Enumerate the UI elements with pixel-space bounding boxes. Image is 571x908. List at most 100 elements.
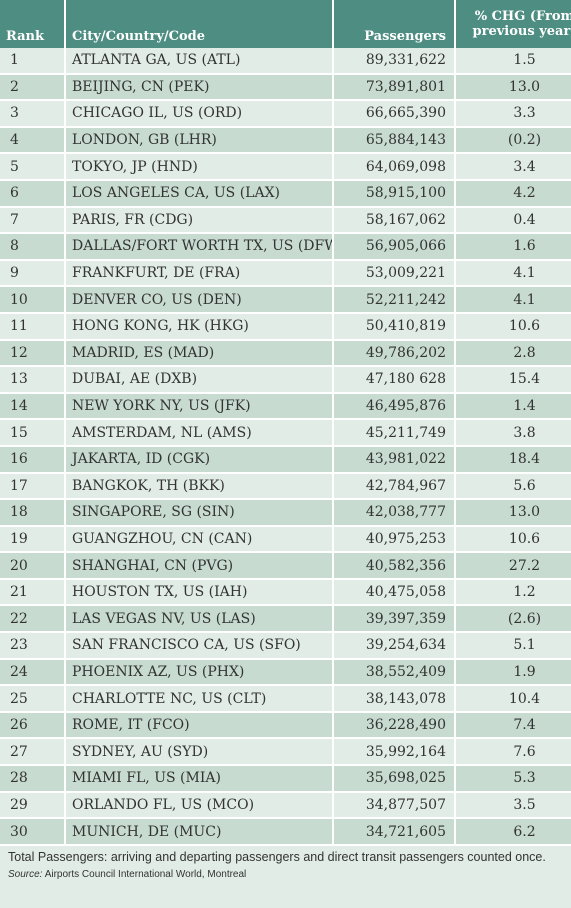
- cell-passengers: 34,721,605: [333, 818, 456, 846]
- table-row: 23 SAN FRANCISCO CA, US (SFO) 39,254,634 5.…: [0, 632, 571, 660]
- cell-rank: 26: [0, 711, 66, 740]
- cell-rank: 5: [0, 153, 66, 181]
- cell-change: 7.6: [455, 738, 571, 767]
- cell-change: 1.5: [455, 48, 571, 75]
- cell-change: 15.4: [455, 366, 571, 394]
- cell-change: 2.8: [455, 339, 571, 368]
- cell-rank: 7: [0, 206, 66, 235]
- cell-rank: 13: [0, 366, 66, 394]
- cell-rank: 23: [0, 632, 66, 660]
- cell-passengers: 45,211,749: [333, 419, 456, 447]
- cell-change: 10.6: [455, 525, 571, 554]
- cell-city: BANGKOK, TH (BKK): [65, 472, 334, 501]
- cell-rank: 4: [0, 126, 66, 155]
- cell-passengers: 43,981,022: [333, 445, 456, 474]
- cell-passengers: 42,038,777: [333, 499, 456, 527]
- cell-passengers: 38,143,078: [333, 685, 456, 713]
- table-row: 8 DALLAS/FORT WORTH TX, US (DFW) 56,905,06…: [0, 233, 571, 261]
- cell-city: SAN FRANCISCO CA, US (SFO): [65, 632, 334, 660]
- cell-passengers: 52,211,242: [333, 286, 456, 314]
- table-row: 12 MADRID, ES (MAD) 49,786,202 2.8: [0, 339, 571, 368]
- cell-rank: 20: [0, 552, 66, 580]
- source-text: Airports Council International World, Mo…: [42, 868, 247, 880]
- table-row: 6 LOS ANGELES CA, US (LAX) 58,915,100 4.2: [0, 179, 571, 208]
- cell-city: TOKYO, JP (HND): [65, 153, 334, 181]
- cell-change: 4.2: [455, 179, 571, 208]
- cell-passengers: 49,786,202: [333, 339, 456, 368]
- cell-passengers: 58,915,100: [333, 179, 456, 208]
- cell-passengers: 36,228,490: [333, 711, 456, 740]
- cell-passengers: 39,397,359: [333, 605, 456, 634]
- cell-passengers: 34,877,507: [333, 791, 456, 820]
- cell-rank: 18: [0, 499, 66, 527]
- cell-change: 18.4: [455, 445, 571, 474]
- cell-rank: 10: [0, 286, 66, 314]
- cell-city: FRANKFURT, DE (FRA): [65, 259, 334, 288]
- cell-change: 27.2: [455, 552, 571, 580]
- cell-change: 4.1: [455, 286, 571, 314]
- cell-passengers: 40,582,356: [333, 552, 456, 580]
- cell-rank: 6: [0, 179, 66, 208]
- cell-passengers: 66,665,390: [333, 100, 456, 128]
- cell-city: GUANGZHOU, CN (CAN): [65, 525, 334, 554]
- header-change: % CHG (From previous year): [455, 0, 571, 48]
- cell-passengers: 40,975,253: [333, 525, 456, 554]
- cell-city: AMSTERDAM, NL (AMS): [65, 419, 334, 447]
- cell-change: 1.6: [455, 233, 571, 261]
- cell-rank: 11: [0, 312, 66, 341]
- cell-change: 1.2: [455, 578, 571, 607]
- cell-city: SHANGHAI, CN (PVG): [65, 552, 334, 580]
- cell-rank: 1: [0, 48, 66, 75]
- header-row: Rank City/Country/Code Passengers % CHG …: [0, 0, 571, 48]
- cell-passengers: 46,495,876: [333, 392, 456, 421]
- table-row: 10 DENVER CO, US (DEN) 52,211,242 4.1: [0, 286, 571, 314]
- cell-rank: 22: [0, 605, 66, 634]
- cell-rank: 29: [0, 791, 66, 820]
- cell-rank: 21: [0, 578, 66, 607]
- cell-city: LAS VEGAS NV, US (LAS): [65, 605, 334, 634]
- source-line: Source: Airports Council International W…: [8, 869, 563, 880]
- cell-city: DALLAS/FORT WORTH TX, US (DFW): [65, 233, 334, 261]
- table-header: Rank City/Country/Code Passengers % CHG …: [0, 0, 571, 48]
- cell-passengers: 50,410,819: [333, 312, 456, 341]
- cell-city: MADRID, ES (MAD): [65, 339, 334, 368]
- table-row: 16 JAKARTA, ID (CGK) 43,981,022 18.4: [0, 445, 571, 474]
- cell-change: 3.8: [455, 419, 571, 447]
- cell-city: DENVER CO, US (DEN): [65, 286, 334, 314]
- cell-passengers: 40,475,058: [333, 578, 456, 607]
- cell-passengers: 65,884,143: [333, 126, 456, 155]
- cell-city: ORLANDO FL, US (MCO): [65, 791, 334, 820]
- source-label: Source:: [8, 868, 43, 880]
- table-row: 22 LAS VEGAS NV, US (LAS) 39,397,359 (2.6): [0, 605, 571, 634]
- cell-change: 13.0: [455, 73, 571, 102]
- cell-rank: 30: [0, 818, 66, 846]
- cell-change: 10.4: [455, 685, 571, 713]
- cell-city: JAKARTA, ID (CGK): [65, 445, 334, 474]
- table-row: 15 AMSTERDAM, NL (AMS) 45,211,749 3.8: [0, 419, 571, 447]
- table-row: 9 FRANKFURT, DE (FRA) 53,009,221 4.1: [0, 259, 571, 288]
- table-row: 26 ROME, IT (FCO) 36,228,490 7.4: [0, 711, 571, 740]
- cell-passengers: 89,331,622: [333, 48, 456, 75]
- cell-rank: 3: [0, 100, 66, 128]
- cell-rank: 17: [0, 472, 66, 501]
- table-row: 18 SINGAPORE, SG (SIN) 42,038,777 13.0: [0, 499, 571, 527]
- footnote: Total Passengers: arriving and departing…: [8, 849, 546, 864]
- cell-city: ROME, IT (FCO): [65, 711, 334, 740]
- cell-city: SYDNEY, AU (SYD): [65, 738, 334, 767]
- cell-passengers: 64,069,098: [333, 153, 456, 181]
- cell-city: CHICAGO IL, US (ORD): [65, 100, 334, 128]
- cell-change: (2.6): [455, 605, 571, 634]
- header-passengers: Passengers: [333, 0, 456, 48]
- cell-rank: 12: [0, 339, 66, 368]
- table-row: 27 SYDNEY, AU (SYD) 35,992,164 7.6: [0, 738, 571, 767]
- table-row: 29 ORLANDO FL, US (MCO) 34,877,507 3.5: [0, 791, 571, 820]
- cell-change: (0.2): [455, 126, 571, 155]
- cell-rank: 27: [0, 738, 66, 767]
- cell-change: 3.3: [455, 100, 571, 128]
- table-row: 11 HONG KONG, HK (HKG) 50,410,819 10.6: [0, 312, 571, 341]
- cell-change: 13.0: [455, 499, 571, 527]
- cell-passengers: 58,167,062: [333, 206, 456, 235]
- cell-change: 1.9: [455, 658, 571, 687]
- cell-city: HOUSTON TX, US (IAH): [65, 578, 334, 607]
- cell-change: 6.2: [455, 818, 571, 846]
